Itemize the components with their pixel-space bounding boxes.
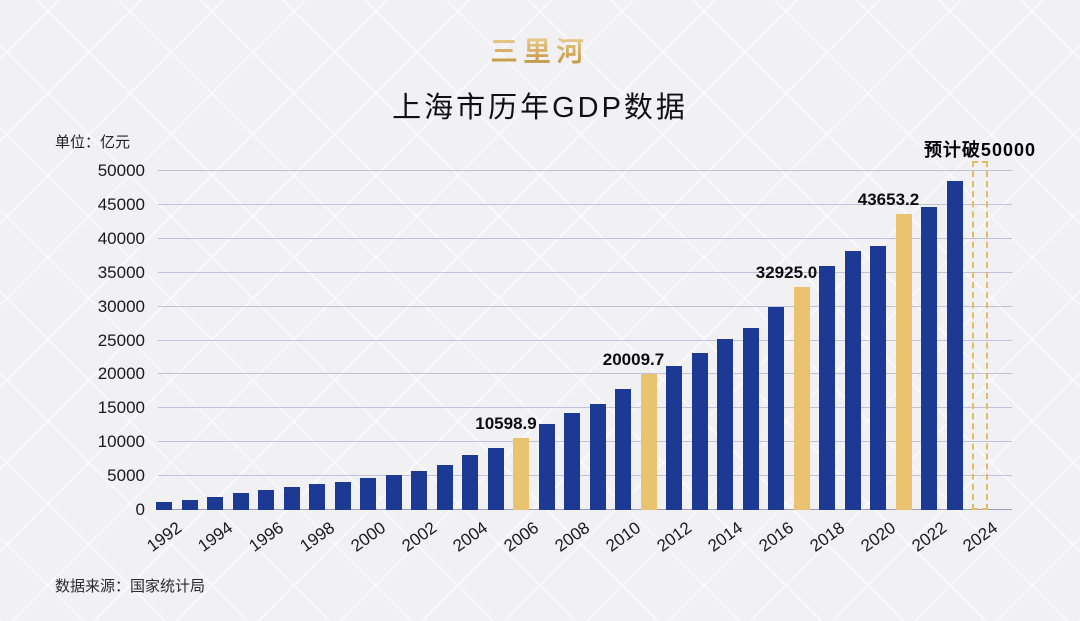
bar-2007 xyxy=(538,424,555,510)
y-tick-label: 15000 xyxy=(97,398,145,418)
x-tick-label: 2006 xyxy=(500,518,543,556)
x-tick-label: 2024 xyxy=(959,518,1002,556)
y-tick-label: 40000 xyxy=(97,228,145,248)
gridline xyxy=(158,170,1012,171)
bar-2004 xyxy=(462,455,478,510)
bar-2005 xyxy=(487,447,504,510)
x-tick-label: 2018 xyxy=(806,518,849,556)
gridline xyxy=(158,475,1012,477)
bar-2020 xyxy=(870,245,886,510)
x-tick-label: 2016 xyxy=(755,518,798,556)
gridline xyxy=(158,339,1012,341)
bar-2003 xyxy=(436,464,453,510)
bar-2002 xyxy=(411,471,427,510)
y-tick-label: 50000 xyxy=(97,161,145,180)
bar-1994 xyxy=(207,496,223,510)
source-note: 数据来源：国家统计局 xyxy=(55,578,206,595)
x-tick-label: 2008 xyxy=(551,518,594,556)
x-tick-label: 2010 xyxy=(602,518,645,556)
y-tick-label: 10000 xyxy=(97,432,145,452)
bar-2019 xyxy=(844,251,861,510)
x-tick-label: 1992 xyxy=(143,518,186,556)
bar-1992 xyxy=(156,502,172,510)
bar-2012 xyxy=(666,365,682,510)
bar-2017 xyxy=(793,286,810,510)
x-tick-label: 2022 xyxy=(908,518,951,556)
x-tick-label: 1996 xyxy=(245,518,288,556)
gridline xyxy=(158,373,1012,375)
forecast-bar-2024 xyxy=(972,160,988,510)
x-tick-label: 2004 xyxy=(449,518,492,556)
y-tick-label: 0 xyxy=(135,500,145,519)
gridline xyxy=(158,237,1012,239)
x-tick-label: 1998 xyxy=(296,518,339,556)
brand-logo: 三里河 xyxy=(0,30,1080,69)
unit-label: 单位：亿元 xyxy=(55,134,131,151)
bar-2023 xyxy=(946,181,963,510)
bar-2016 xyxy=(768,307,784,510)
bar-2009 xyxy=(589,404,606,510)
bar-value-label-2017: 32925.0 xyxy=(755,262,818,282)
gridline xyxy=(158,441,1012,443)
gridline xyxy=(158,407,1012,409)
y-tick-label: 45000 xyxy=(97,194,145,214)
y-tick-label: 35000 xyxy=(97,262,145,282)
bar-2021 xyxy=(895,214,912,510)
bar-value-label-2011: 20009.7 xyxy=(602,350,665,370)
bar-1996 xyxy=(258,489,274,510)
forecast-annotation: 预计破50000 xyxy=(923,140,1036,160)
y-tick-label: 5000 xyxy=(107,466,145,486)
plot-area: 预计破50000 0 5000 10000 15000 20000 25000 30000 3… xyxy=(98,140,1035,556)
x-tick-label: 2014 xyxy=(704,518,747,556)
bar-2001 xyxy=(385,474,402,510)
x-tick-label: 2002 xyxy=(398,518,441,556)
gridline xyxy=(158,305,1012,307)
x-tick-label: 2012 xyxy=(653,518,696,556)
bar-value-label-2021: 43653.2 xyxy=(857,190,920,210)
bar-2008 xyxy=(564,413,580,510)
gridline xyxy=(158,203,1012,205)
x-axis-line xyxy=(158,508,1012,510)
bar-1998 xyxy=(309,484,325,510)
page-title: 上海市历年GDP数据 xyxy=(392,92,688,124)
bar-1997 xyxy=(283,486,300,510)
x-tick-label: 1994 xyxy=(194,518,237,556)
bar-2022 xyxy=(921,207,937,510)
y-tick-label: 30000 xyxy=(97,296,145,316)
bar-2011 xyxy=(640,374,657,510)
y-tick-label: 25000 xyxy=(97,330,145,350)
gridline xyxy=(158,271,1012,273)
bar-2014 xyxy=(717,338,733,510)
bar-2018 xyxy=(819,265,835,510)
bar-1995 xyxy=(232,493,249,510)
x-tick-label: 2020 xyxy=(857,518,900,556)
bar-2000 xyxy=(360,477,376,510)
bar-2015 xyxy=(742,327,759,510)
bar-1993 xyxy=(181,499,198,510)
bar-1999 xyxy=(334,481,351,510)
bar-value-label-2006: 10598.9 xyxy=(475,414,537,434)
bar-2013 xyxy=(691,352,708,510)
bar-2006 xyxy=(513,438,529,510)
x-tick-label: 2000 xyxy=(347,518,390,556)
y-tick-label: 20000 xyxy=(97,364,145,384)
bar-2010 xyxy=(615,388,631,510)
